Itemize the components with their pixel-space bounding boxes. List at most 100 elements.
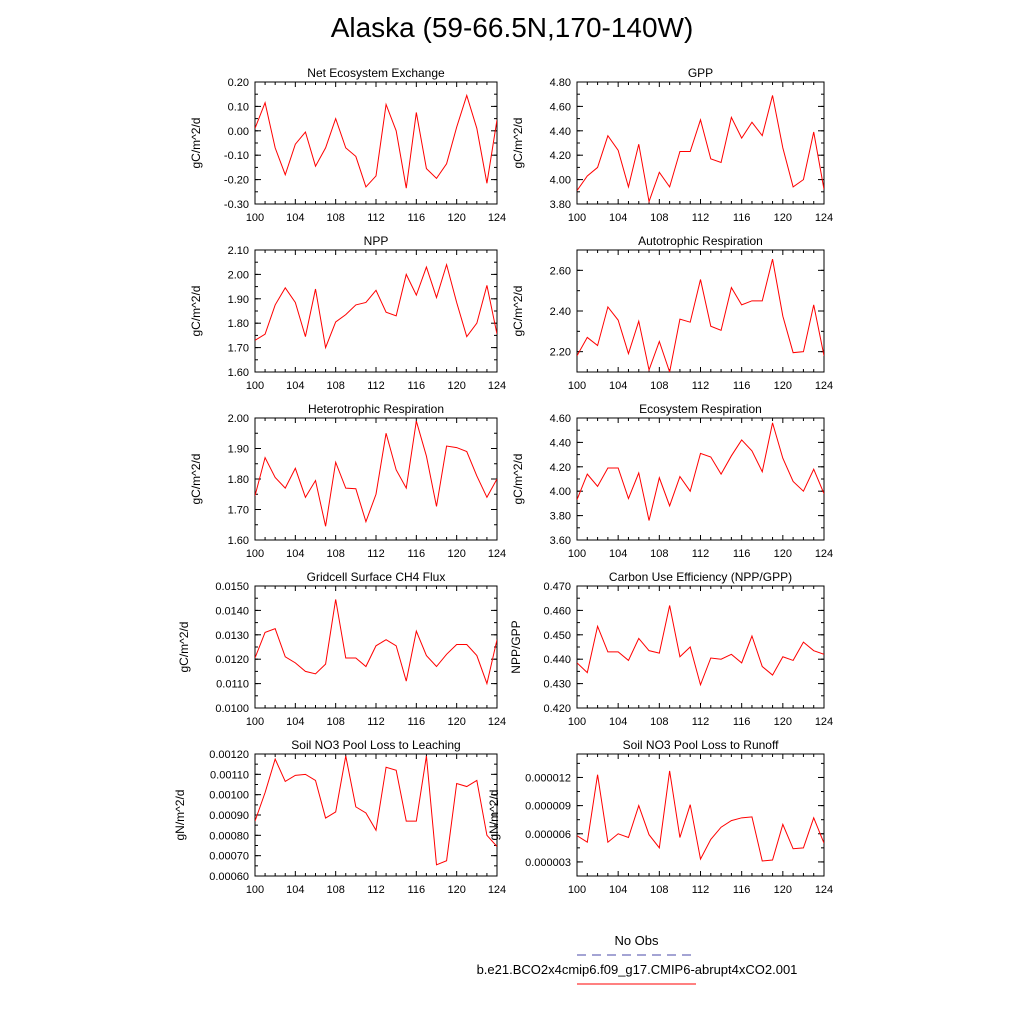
panel-title: Soil NO3 Pool Loss to Leaching [291,738,460,752]
x-tick-label: 104 [286,212,304,224]
y-tick-label: 1.60 [228,535,249,547]
chart-panel-7: 100 104 108 112 116 120 124 0.0100 0.0110 0.0120 0… [177,570,506,728]
y-tick-label: 4.60 [550,101,571,113]
legend-obs-label: No Obs [614,933,659,948]
chart-panel-5: 100 104 108 112 116 120 124 1.60 1.70 1.80 1.90 2.0… [189,402,506,560]
x-tick-label: 104 [609,212,627,224]
x-tick-label: 100 [246,716,264,728]
y-tick-label: 0.450 [543,630,571,642]
x-tick-label: 116 [733,380,751,392]
x-tick-label: 108 [650,548,668,560]
chart-panel-8: 100 104 108 112 116 120 124 0.420 0.430 0.440 0.45… [509,570,833,728]
x-tick-label: 116 [408,716,426,728]
y-tick-label: -0.30 [224,199,249,211]
x-tick-label: 104 [609,380,627,392]
x-tick-label: 124 [815,884,833,896]
x-tick-label: 108 [326,548,344,560]
series-line-model [255,755,497,866]
x-tick-label: 108 [326,212,344,224]
x-tick-label: 108 [650,212,668,224]
panel-title: GPP [688,66,713,80]
x-tick-label: 116 [408,884,426,896]
y-tick-label: 0.00 [228,126,249,138]
panel-title: Carbon Use Efficiency (NPP/GPP) [609,570,792,584]
chart-panel-9: 100 104 108 112 116 120 124 0.00060 0.00070 0.000… [173,738,506,896]
y-axis-label: gC/m^2/d [189,454,203,505]
panel-title: Net Ecosystem Exchange [307,66,445,80]
y-tick-label: 4.40 [550,126,571,138]
y-tick-label: -0.20 [224,175,249,187]
y-tick-label: 0.00070 [209,851,249,863]
legend-model-label: b.e21.BCO2x4cmip6.f09_g17.CMIP6-abrupt4x… [476,962,798,977]
series-line-model [255,262,497,350]
y-tick-label: 0.000009 [525,801,571,813]
y-tick-label: 0.00100 [209,790,249,802]
plot-frame [576,249,825,373]
y-tick-label: 0.00090 [209,810,249,822]
x-tick-label: 104 [286,380,304,392]
x-tick-label: 116 [733,212,751,224]
chart-panel-6: 100 104 108 112 116 120 124 3.60 3.80 4.00 4.20 4.4… [511,402,833,560]
x-tick-label: 120 [447,884,465,896]
chart-panel-10: 100 104 108 112 116 120 124 0.000003 0.000006 0.0… [487,738,833,896]
x-tick-label: 108 [650,884,668,896]
x-tick-label: 112 [367,716,385,728]
y-axis-label: gN/m^2/d [173,790,187,841]
y-tick-label: 0.0130 [215,630,249,642]
x-tick-label: 116 [733,716,751,728]
x-tick-label: 120 [447,380,465,392]
series-line-model [577,605,824,687]
y-tick-label: 0.0120 [215,654,249,666]
y-tick-label: 4.00 [550,175,571,187]
x-tick-label: 120 [447,716,465,728]
y-axis-label: gC/m^2/d [189,286,203,337]
y-tick-label: 1.90 [228,444,249,456]
plot-frame [254,249,498,373]
x-tick-label: 108 [326,884,344,896]
x-tick-label: 124 [815,212,833,224]
x-tick-label: 100 [568,716,586,728]
y-tick-label: 4.60 [550,413,571,425]
x-tick-label: 120 [447,212,465,224]
x-tick-label: 100 [568,212,586,224]
x-tick-label: 120 [774,884,792,896]
y-tick-label: -0.10 [224,150,249,162]
y-tick-label: 4.40 [550,437,571,449]
x-tick-label: 120 [447,548,465,560]
y-axis-label: NPP/GPP [509,620,523,673]
x-tick-label: 108 [650,380,668,392]
panel-title: Soil NO3 Pool Loss to Runoff [623,738,780,752]
y-tick-label: 0.420 [543,703,571,715]
y-tick-label: 2.10 [228,245,249,257]
x-tick-label: 100 [246,548,264,560]
series-line-model [577,770,824,862]
x-tick-label: 104 [286,548,304,560]
x-tick-label: 124 [488,548,506,560]
x-tick-label: 112 [367,212,385,224]
plot-frame [254,585,498,709]
plot-frame [576,417,825,541]
y-tick-label: 0.00060 [209,871,249,883]
chart-panel-2: 100 104 108 112 116 120 124 3.80 4.00 4.20 4.40 4.6… [511,66,833,224]
x-tick-label: 100 [568,884,586,896]
chart-panel-4: 100 104 108 112 116 120 124 2.20 2.40 2.60 Autotro… [511,234,833,392]
x-tick-label: 104 [609,884,627,896]
x-tick-label: 112 [367,548,385,560]
x-tick-label: 104 [609,716,627,728]
chart-panel-3: 100 104 108 112 116 120 124 1.60 1.70 1.80 1.90 2.0… [189,234,506,392]
y-tick-label: 1.80 [228,318,249,330]
y-tick-label: 0.000003 [525,857,571,869]
y-axis-label: gC/m^2/d [511,286,525,337]
y-tick-label: 0.0140 [215,605,249,617]
x-tick-label: 112 [367,884,385,896]
y-tick-label: 0.470 [543,581,571,593]
y-tick-label: 2.60 [550,265,571,277]
y-tick-label: 4.20 [550,462,571,474]
x-tick-label: 124 [488,380,506,392]
x-tick-label: 100 [568,548,586,560]
y-tick-label: 0.440 [543,654,571,666]
x-tick-label: 120 [774,548,792,560]
series-line-model [577,259,824,372]
x-tick-label: 104 [286,884,304,896]
